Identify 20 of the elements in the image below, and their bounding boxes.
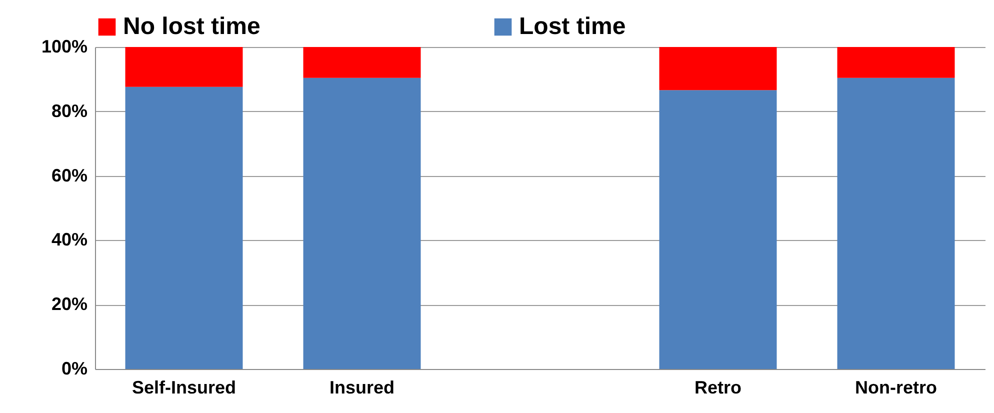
legend-label: Lost time xyxy=(519,13,626,40)
bar xyxy=(659,47,777,90)
y-tick-label: 60% xyxy=(51,165,88,186)
bar xyxy=(125,47,243,87)
y-tick-label: 40% xyxy=(51,230,88,250)
bar xyxy=(303,78,421,369)
legend-label: No lost time xyxy=(123,13,260,40)
y-tick-label: 100% xyxy=(41,36,88,56)
y-tick-label: 20% xyxy=(51,294,88,314)
x-tick-label: Non-retro xyxy=(855,378,937,398)
x-tick-label: Insured xyxy=(329,378,395,398)
x-tick-label: Self-Insured xyxy=(132,378,236,398)
y-tick-label: 0% xyxy=(61,358,88,378)
x-tick-label: Retro xyxy=(694,378,742,398)
bar xyxy=(125,86,243,369)
bar xyxy=(659,90,777,369)
y-tick-label: 80% xyxy=(51,100,88,121)
bar xyxy=(837,47,955,78)
bar xyxy=(303,47,421,78)
bar xyxy=(837,78,955,369)
